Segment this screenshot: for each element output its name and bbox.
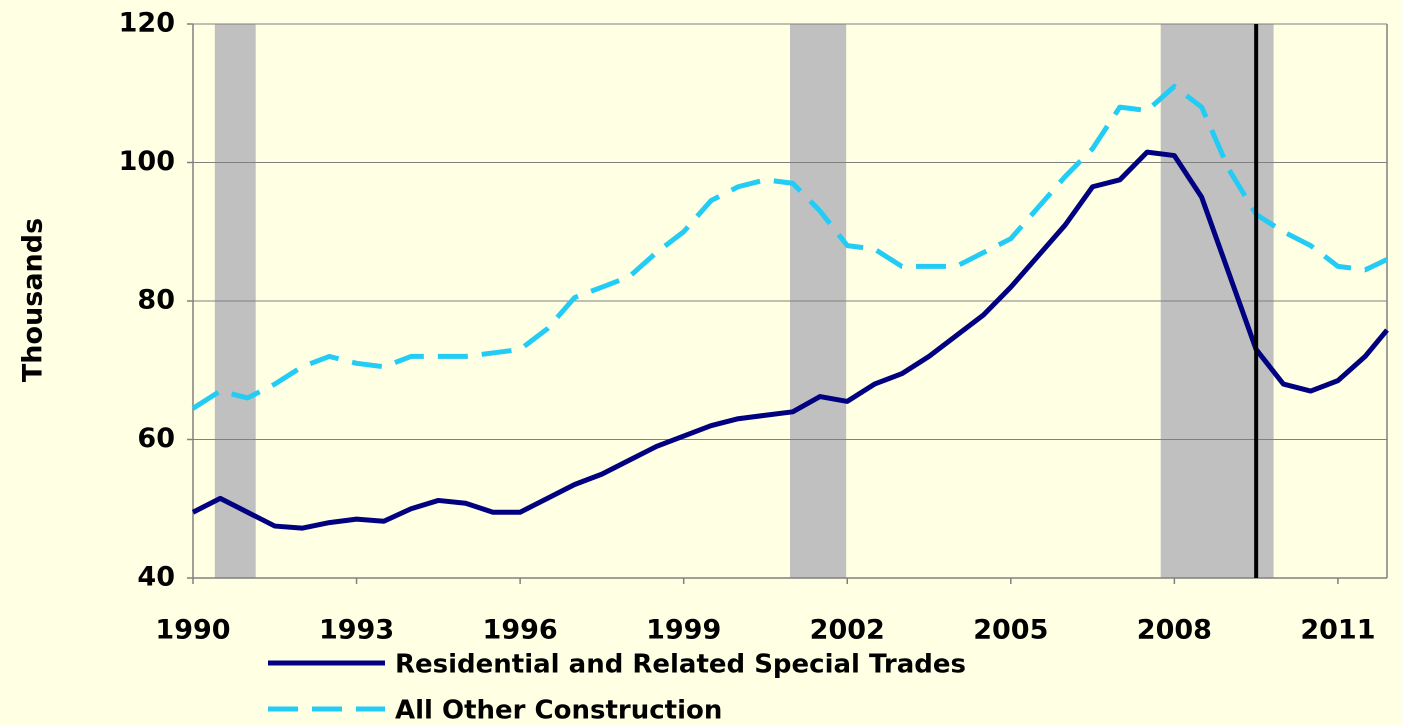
legend-label: Residential and Related Special Trades xyxy=(395,650,966,680)
y-tick-label: 80 xyxy=(137,285,175,316)
y-tick-label: 100 xyxy=(119,146,175,177)
y-axis-label: Thousands xyxy=(18,218,49,382)
legend-label: All Other Construction xyxy=(395,696,722,726)
x-tick-label: 1996 xyxy=(483,615,558,646)
y-tick-label: 40 xyxy=(137,562,175,593)
y-tick-label: 60 xyxy=(137,423,175,454)
x-tick-label: 1993 xyxy=(319,615,394,646)
x-tick-label: 1990 xyxy=(155,615,230,646)
x-tick-label: 2005 xyxy=(973,615,1048,646)
series-line xyxy=(191,83,1389,411)
x-tick-label: 2011 xyxy=(1300,615,1375,646)
series-line xyxy=(191,149,1389,531)
x-tick-label: 2002 xyxy=(810,615,885,646)
x-tick-label: 1999 xyxy=(646,615,721,646)
y-tick-label: 120 xyxy=(119,8,175,39)
x-tick-label: 2008 xyxy=(1137,615,1212,646)
